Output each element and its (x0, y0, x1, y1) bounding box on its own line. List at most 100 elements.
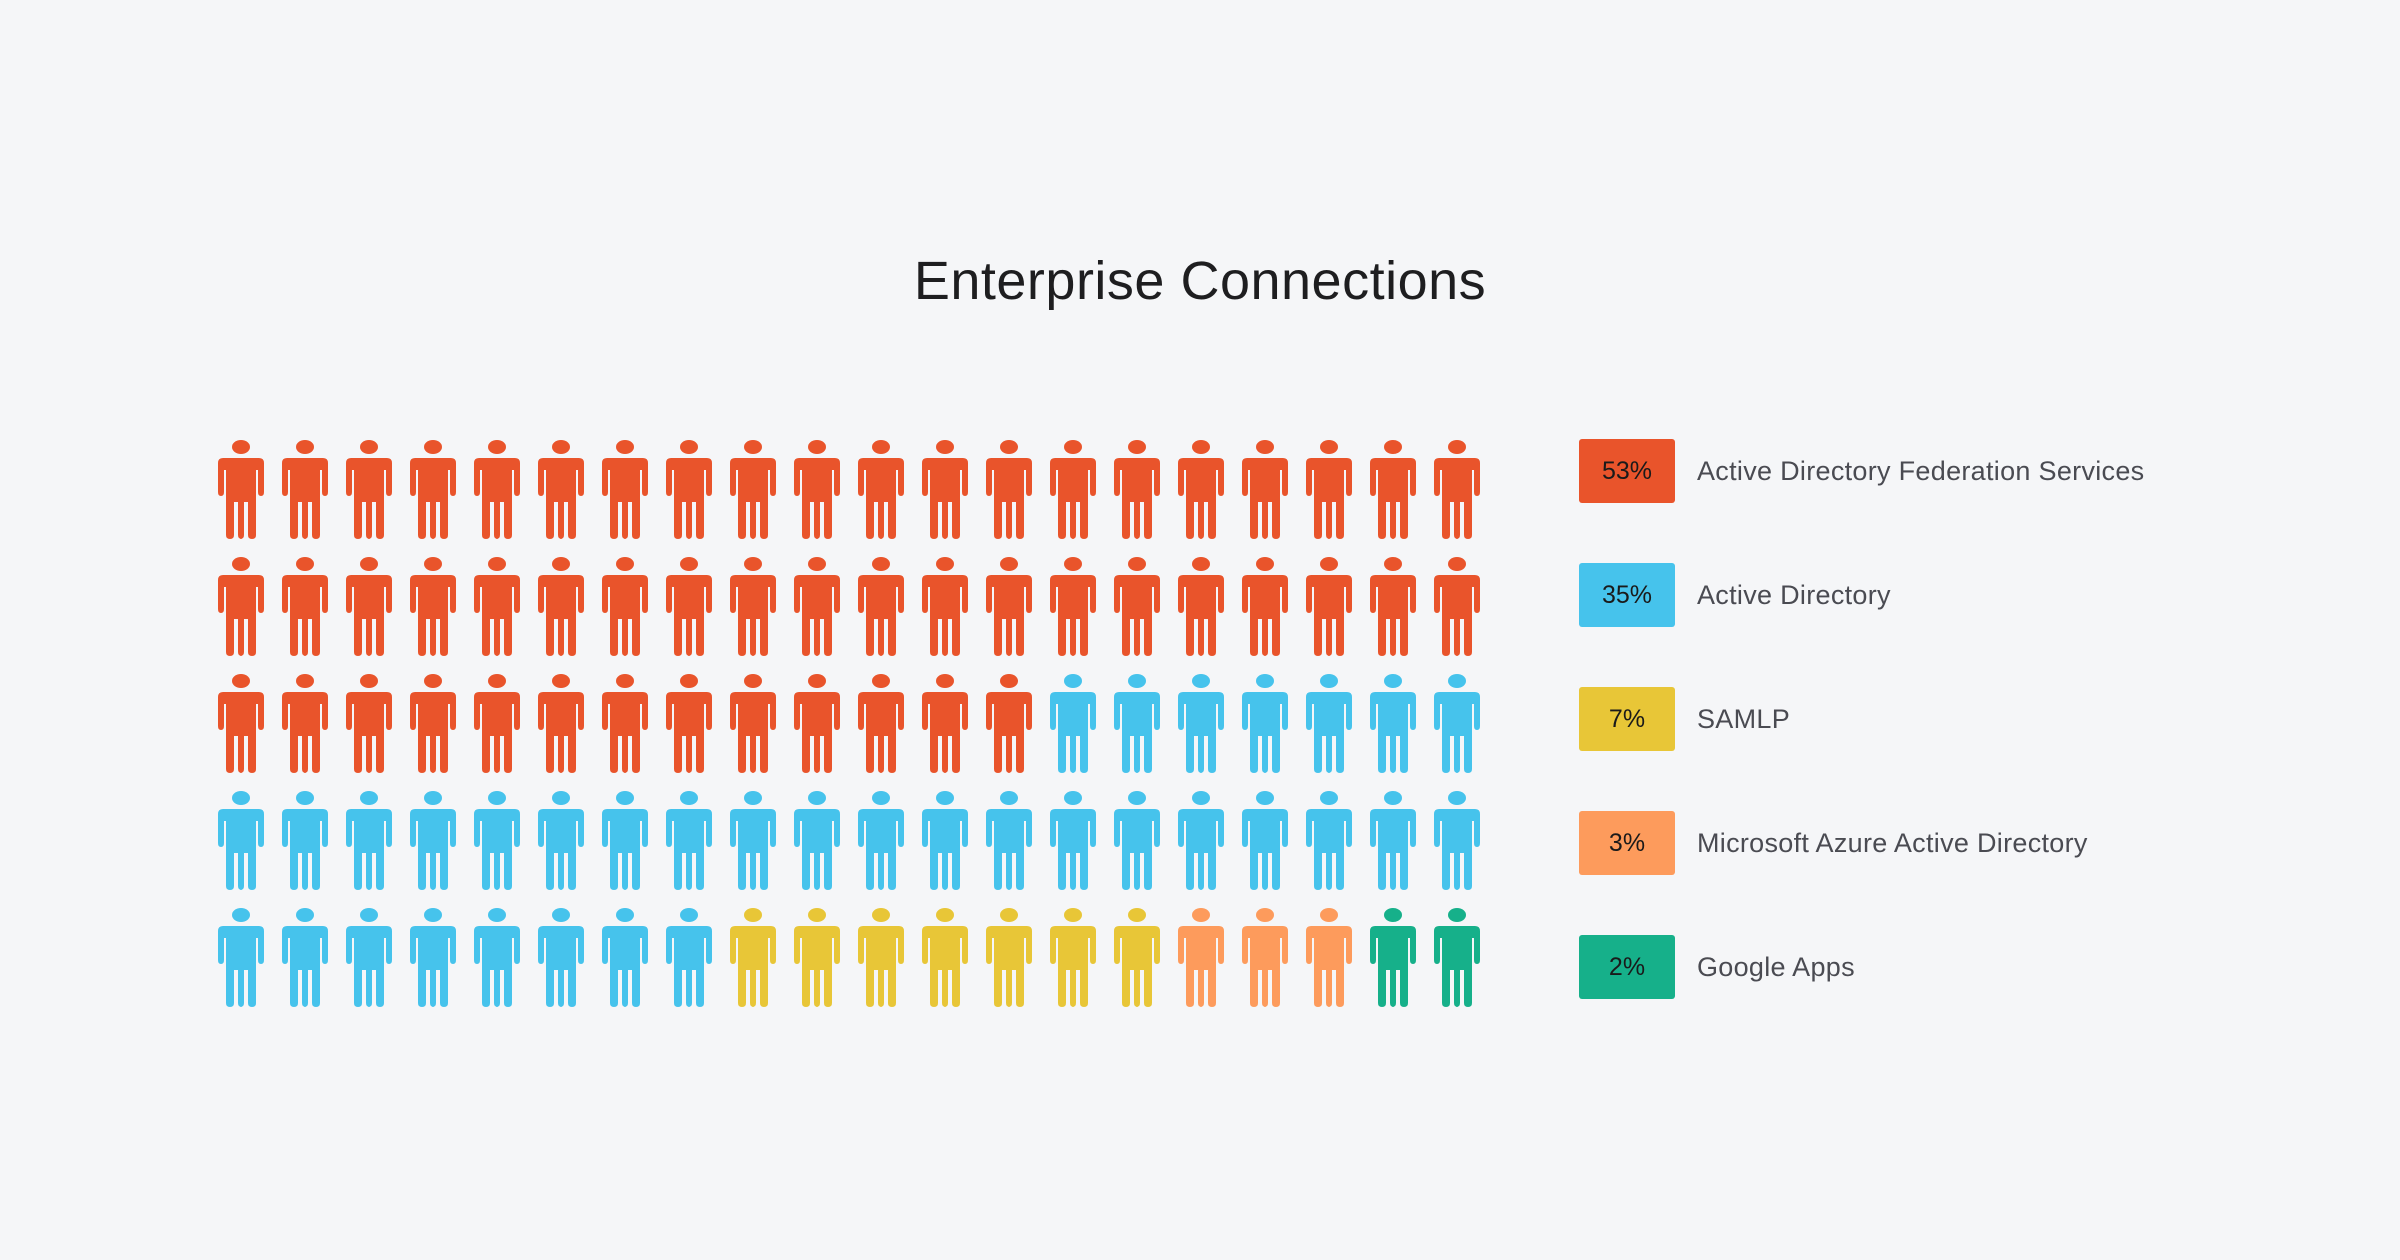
person-icon (602, 908, 648, 1007)
person-icon (858, 674, 904, 773)
person-icon (1370, 791, 1416, 890)
person-icon (1242, 908, 1288, 1007)
person-icon (922, 908, 968, 1007)
person-icon (346, 557, 392, 656)
person-icon (794, 674, 840, 773)
person-icon (1306, 908, 1352, 1007)
person-icon (922, 791, 968, 890)
legend-swatch: 2% (1579, 935, 1675, 999)
person-icon (794, 557, 840, 656)
person-icon (730, 440, 776, 539)
person-icon (794, 791, 840, 890)
person-icon (858, 557, 904, 656)
person-icon (1306, 440, 1352, 539)
person-icon (218, 557, 264, 656)
person-icon (282, 908, 328, 1007)
person-icon (1434, 791, 1480, 890)
person-icon (1178, 557, 1224, 656)
person-icon (410, 791, 456, 890)
person-icon (1370, 440, 1416, 539)
person-icon (858, 440, 904, 539)
person-icon (986, 791, 1032, 890)
person-icon (986, 674, 1032, 773)
person-icon (1370, 674, 1416, 773)
legend-item-adfs: 53% Active Directory Federation Services (1579, 439, 2379, 503)
person-icon (1050, 440, 1096, 539)
legend-swatch: 3% (1579, 811, 1675, 875)
chart-title: Enterprise Connections (913, 251, 1487, 311)
person-icon (538, 440, 584, 539)
person-icon (666, 791, 712, 890)
person-icon (282, 674, 328, 773)
person-icon (1050, 908, 1096, 1007)
person-icon (538, 791, 584, 890)
person-icon (602, 791, 648, 890)
legend-item-samlp: 7% SAMLP (1579, 687, 2379, 751)
person-icon (1370, 908, 1416, 1007)
person-icon (1242, 557, 1288, 656)
person-icon (1114, 557, 1160, 656)
legend-label: Active Directory (1697, 580, 1891, 610)
person-icon (1178, 440, 1224, 539)
person-icon (730, 674, 776, 773)
person-icon (410, 908, 456, 1007)
person-icon (986, 557, 1032, 656)
person-icon (1050, 791, 1096, 890)
person-icon (1434, 440, 1480, 539)
person-icon (218, 440, 264, 539)
person-icon (1434, 557, 1480, 656)
person-icon (538, 674, 584, 773)
person-icon (346, 908, 392, 1007)
person-icon (666, 440, 712, 539)
person-icon (346, 440, 392, 539)
person-icon (922, 440, 968, 539)
person-icon (1306, 557, 1352, 656)
person-icon (474, 791, 520, 890)
legend-swatch: 7% (1579, 687, 1675, 751)
person-icon (858, 908, 904, 1007)
person-icon (922, 674, 968, 773)
legend-item-google-apps: 2% Google Apps (1579, 935, 2379, 999)
person-icon (602, 557, 648, 656)
person-icon (410, 440, 456, 539)
person-icon (1306, 674, 1352, 773)
person-icon (1242, 440, 1288, 539)
person-icon (346, 674, 392, 773)
person-icon (602, 440, 648, 539)
person-icon (282, 557, 328, 656)
legend-item-active-directory: 35% Active Directory (1579, 563, 2379, 627)
person-icon (666, 674, 712, 773)
person-icon (410, 557, 456, 656)
person-icon (218, 791, 264, 890)
person-icon (1306, 791, 1352, 890)
person-icon (730, 791, 776, 890)
legend-label: Google Apps (1697, 952, 1855, 982)
person-icon (1242, 674, 1288, 773)
person-icon (474, 674, 520, 773)
person-icon (346, 791, 392, 890)
pictogram-grid (218, 440, 1480, 1007)
person-icon (794, 908, 840, 1007)
legend-label: Microsoft Azure Active Directory (1697, 828, 2088, 858)
person-icon (1242, 791, 1288, 890)
legend-item-azure-ad: 3% Microsoft Azure Active Directory (1579, 811, 2379, 875)
person-icon (1178, 908, 1224, 1007)
person-icon (602, 674, 648, 773)
person-icon (474, 908, 520, 1007)
person-icon (730, 908, 776, 1007)
person-icon (986, 908, 1032, 1007)
person-icon (922, 557, 968, 656)
person-icon (1434, 908, 1480, 1007)
person-icon (1178, 791, 1224, 890)
person-icon (218, 674, 264, 773)
person-icon (218, 908, 264, 1007)
person-icon (794, 440, 840, 539)
legend-label: Active Directory Federation Services (1697, 456, 2145, 486)
person-icon (1434, 674, 1480, 773)
legend-label: SAMLP (1697, 704, 1791, 734)
person-icon (1050, 557, 1096, 656)
person-icon (986, 440, 1032, 539)
person-icon (1114, 908, 1160, 1007)
person-icon (1370, 557, 1416, 656)
legend-swatch: 53% (1579, 439, 1675, 503)
